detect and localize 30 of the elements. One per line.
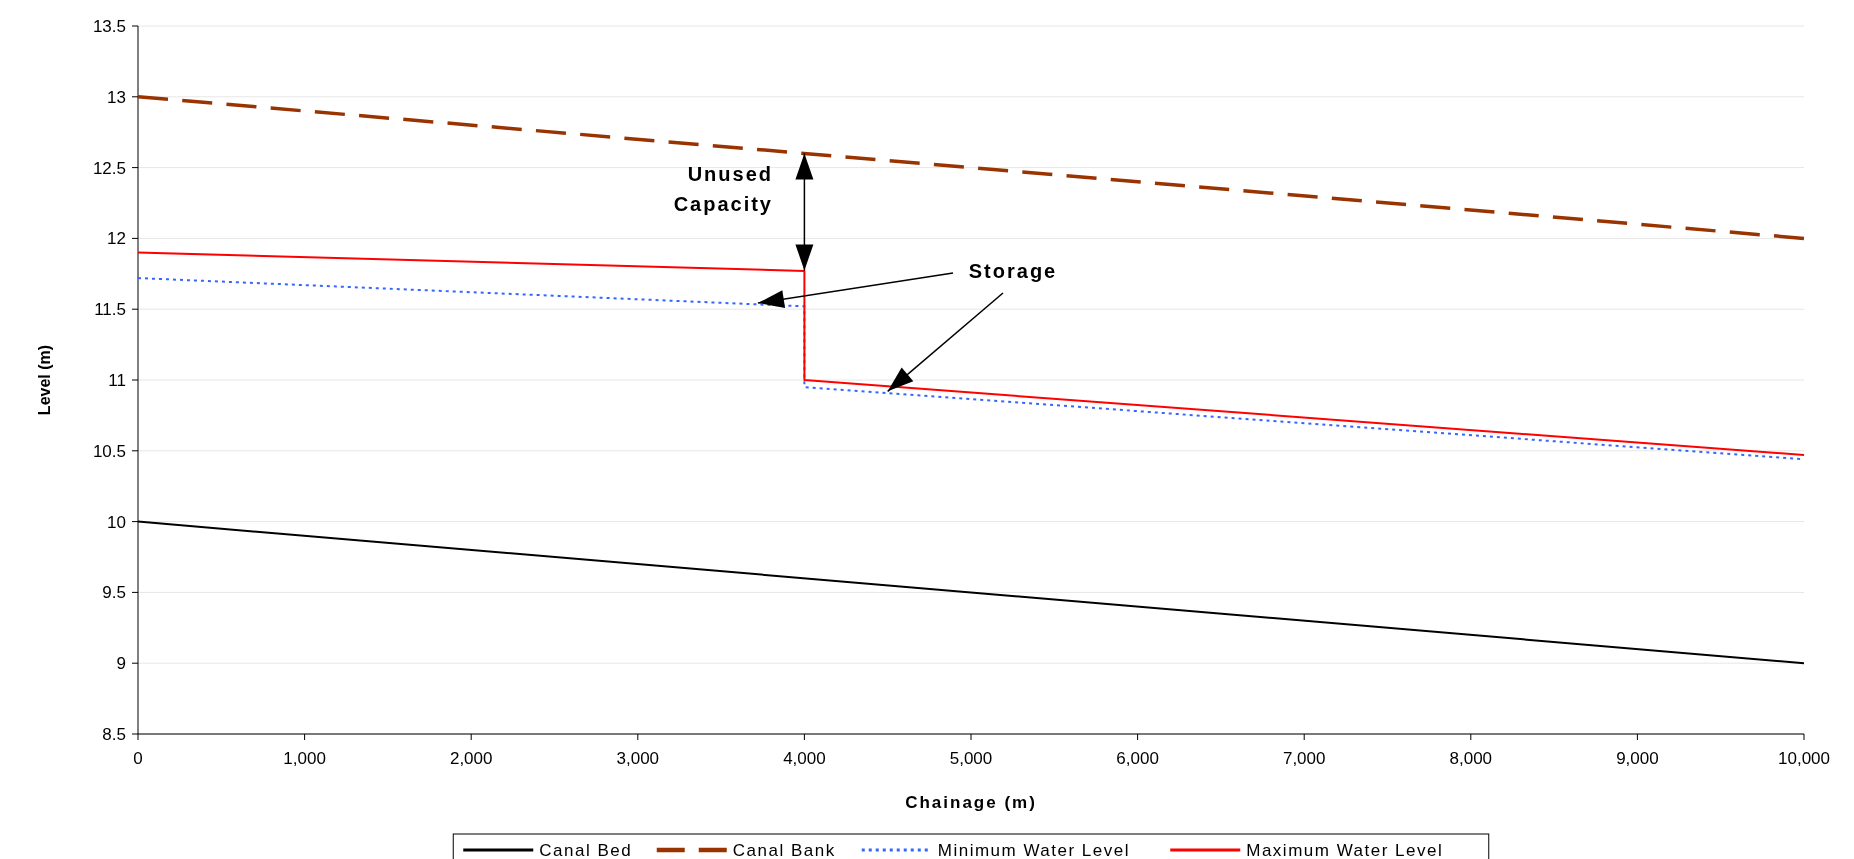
y-tick-label: 10.5	[92, 441, 126, 461]
x-tick-label: 10,000	[1778, 749, 1830, 768]
x-tick-label: 7,000	[1282, 749, 1326, 768]
x-tick-label: 4,000	[783, 749, 826, 768]
x-tick-label: 6,000	[1116, 749, 1159, 768]
y-tick-label: 10	[107, 512, 126, 532]
annotation: Storage	[968, 260, 1058, 282]
annotation: Unused Capacity	[673, 163, 773, 215]
legend-label: Minimum Water Level	[937, 840, 1130, 859]
y-tick-label: 9.5	[102, 583, 126, 603]
legend-label: Maximum Water Level	[1246, 840, 1444, 859]
x-tick-label: 5,000	[949, 749, 993, 768]
x-tick-label: 9,000	[1616, 749, 1659, 768]
y-tick-label: 12.5	[92, 158, 126, 178]
legend-label: Canal Bank	[732, 840, 836, 859]
y-tick-label: 9	[116, 654, 126, 674]
x-tick-label: 8,000	[1449, 749, 1493, 768]
y-tick-label: 12	[107, 229, 126, 249]
y-axis-title: Level (m)	[36, 344, 53, 416]
legend-label: Canal Bed	[539, 840, 633, 859]
x-tick-label: 1,000	[283, 749, 326, 768]
y-tick-label: 8.5	[102, 724, 126, 744]
x-tick-label: 3,000	[616, 749, 660, 768]
y-tick-label: 13.5	[92, 16, 126, 36]
y-tick-label: 13	[107, 87, 126, 107]
x-axis-title: Chainage (m)	[905, 793, 1037, 812]
x-tick-label: 2,000	[449, 749, 493, 768]
y-tick-label: 11.5	[94, 300, 126, 320]
x-tick-label: 0	[133, 749, 143, 768]
y-tick-label: 11	[108, 370, 126, 390]
